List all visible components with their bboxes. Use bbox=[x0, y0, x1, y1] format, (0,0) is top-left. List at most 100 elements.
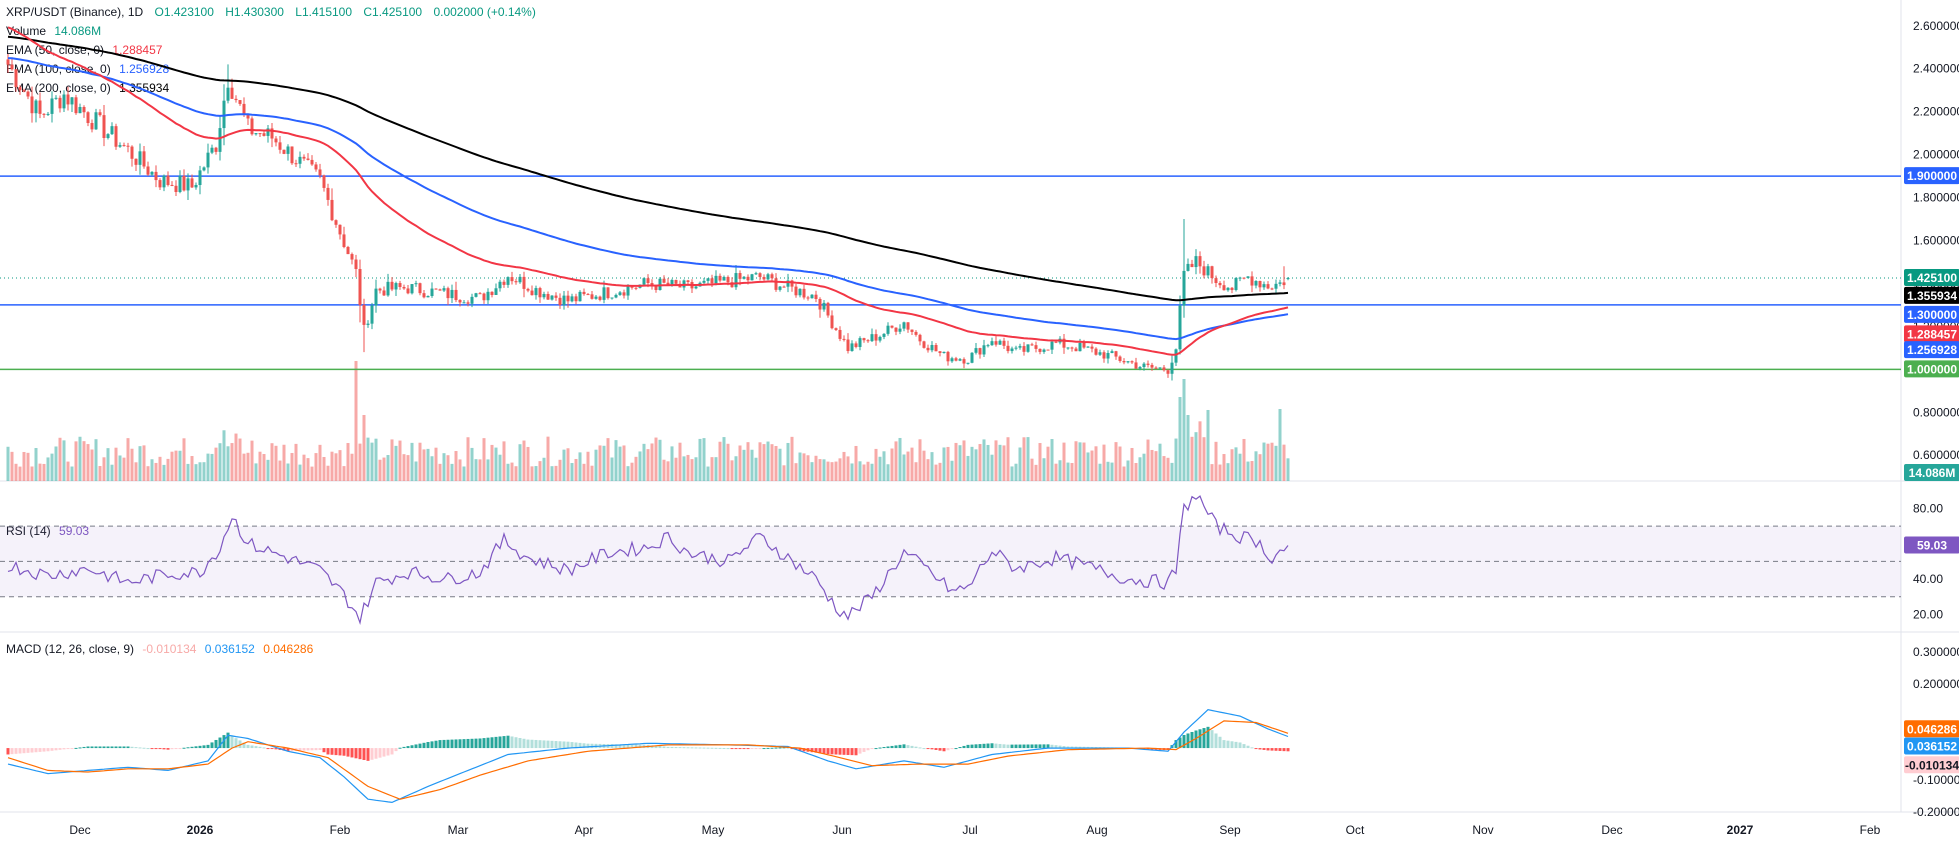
volume-bar bbox=[930, 452, 934, 481]
candle-body bbox=[538, 288, 542, 298]
candle-body bbox=[34, 100, 38, 114]
macd-histogram-bar bbox=[802, 748, 806, 752]
candle-body bbox=[1078, 342, 1082, 352]
candle-body bbox=[1250, 276, 1254, 286]
volume-bar bbox=[58, 437, 62, 481]
candle-body bbox=[194, 184, 198, 188]
volume-bar bbox=[1242, 438, 1246, 481]
volume-bar bbox=[1266, 443, 1270, 481]
rsi-legend[interactable]: RSI (14) 59.03 bbox=[6, 524, 89, 539]
macd-histogram-bar bbox=[342, 748, 346, 756]
candle-body bbox=[586, 294, 590, 296]
candle-body bbox=[570, 296, 574, 302]
candle-body bbox=[734, 273, 738, 288]
rsi-badge-bg bbox=[1904, 536, 1959, 554]
macd-histogram-bar bbox=[1218, 736, 1222, 749]
candle-body bbox=[50, 98, 54, 114]
volume-bar bbox=[434, 447, 438, 481]
candle-body bbox=[626, 286, 630, 296]
header-legend: XRP/USDT (Binance), 1D O1.423100 H1.4303… bbox=[6, 5, 536, 20]
macd-histogram-bar bbox=[122, 746, 126, 749]
macd-histogram-bar bbox=[862, 748, 866, 752]
candle-body bbox=[1018, 346, 1022, 348]
candle-body bbox=[1122, 361, 1126, 363]
volume-bar bbox=[1146, 439, 1150, 481]
candle-body bbox=[714, 275, 718, 284]
candle-body bbox=[542, 293, 546, 298]
macd-histogram-bar bbox=[482, 738, 486, 749]
volume-bar bbox=[1166, 457, 1170, 481]
candle-body bbox=[694, 286, 698, 289]
macd-histogram-bar bbox=[1018, 744, 1022, 749]
macd-axis-tick: -0.100000 bbox=[1913, 773, 1959, 787]
volume-bar bbox=[714, 457, 718, 481]
candle-body bbox=[546, 293, 550, 300]
volume-bar bbox=[686, 454, 690, 481]
macd-histogram-bar bbox=[1054, 745, 1058, 749]
macd-histogram-bar bbox=[662, 746, 666, 749]
volume-bar bbox=[566, 448, 570, 481]
candle-body bbox=[70, 97, 74, 105]
volume-bar bbox=[834, 461, 838, 481]
volume-bar bbox=[570, 463, 574, 481]
volume-bar bbox=[202, 462, 206, 481]
candle-body bbox=[1094, 348, 1098, 355]
volume-bar bbox=[234, 433, 238, 481]
volume-bar bbox=[530, 466, 534, 481]
macd-histogram-bar bbox=[62, 748, 66, 750]
macd-histogram-bar bbox=[106, 746, 110, 749]
candle-body bbox=[906, 322, 910, 330]
candle-body bbox=[898, 328, 902, 332]
candle-body bbox=[1222, 285, 1226, 291]
candle-body bbox=[54, 97, 58, 99]
macd-histogram-bar bbox=[826, 748, 830, 755]
volume-bar bbox=[1234, 447, 1238, 481]
volume-bar bbox=[122, 457, 126, 481]
candle-body bbox=[234, 98, 238, 101]
macd-histogram-bar bbox=[54, 748, 58, 751]
candle-body bbox=[794, 286, 798, 296]
macd-histogram-bar bbox=[510, 736, 514, 749]
macd-histogram-bar bbox=[26, 748, 30, 753]
volume-bar bbox=[270, 443, 274, 481]
candle-body bbox=[878, 336, 882, 341]
rsi-label: RSI (14) bbox=[6, 524, 51, 538]
time-axis-tick: Nov bbox=[1472, 823, 1493, 837]
volume-legend[interactable]: Volume 14.086M bbox=[6, 24, 101, 39]
candle-body bbox=[62, 94, 66, 109]
volume-bar bbox=[38, 463, 42, 481]
candle-body bbox=[534, 288, 538, 296]
volume-bar bbox=[1110, 462, 1114, 481]
macd-histogram-bar bbox=[450, 739, 454, 749]
candle-body bbox=[42, 113, 46, 115]
candle-body bbox=[814, 294, 818, 299]
macd-histogram-bar bbox=[1202, 728, 1206, 749]
volume-bar bbox=[1174, 438, 1178, 481]
ema100-badge: 1.256928 bbox=[1907, 343, 1957, 357]
macd-line-value: 0.036152 bbox=[204, 642, 255, 656]
candle-body bbox=[186, 178, 190, 191]
macd-histogram-bar bbox=[362, 748, 366, 761]
volume-bar bbox=[954, 442, 958, 481]
volume-bar bbox=[1258, 454, 1262, 481]
candle-body bbox=[462, 302, 466, 304]
macd-legend[interactable]: MACD (12, 26, close, 9) -0.010134 0.0361… bbox=[6, 642, 313, 657]
candle-body bbox=[466, 302, 470, 304]
macd-histogram-bar bbox=[1286, 748, 1290, 752]
volume-bar bbox=[746, 442, 750, 481]
macd-histogram-bar bbox=[270, 748, 274, 750]
candle-body bbox=[98, 112, 102, 116]
candle-body bbox=[566, 295, 570, 302]
candle-body bbox=[870, 334, 874, 342]
volume-bar bbox=[1038, 443, 1042, 481]
macd-histogram-bar bbox=[386, 748, 390, 756]
macd-histogram-bar bbox=[222, 735, 226, 749]
candle-body bbox=[350, 254, 354, 260]
candle-body bbox=[138, 151, 142, 165]
macd-histogram-bar bbox=[858, 748, 862, 754]
candle-body bbox=[394, 283, 398, 290]
macd-histogram-bar bbox=[1070, 746, 1074, 749]
candle-body bbox=[1138, 367, 1142, 369]
volume-bar bbox=[326, 465, 330, 481]
